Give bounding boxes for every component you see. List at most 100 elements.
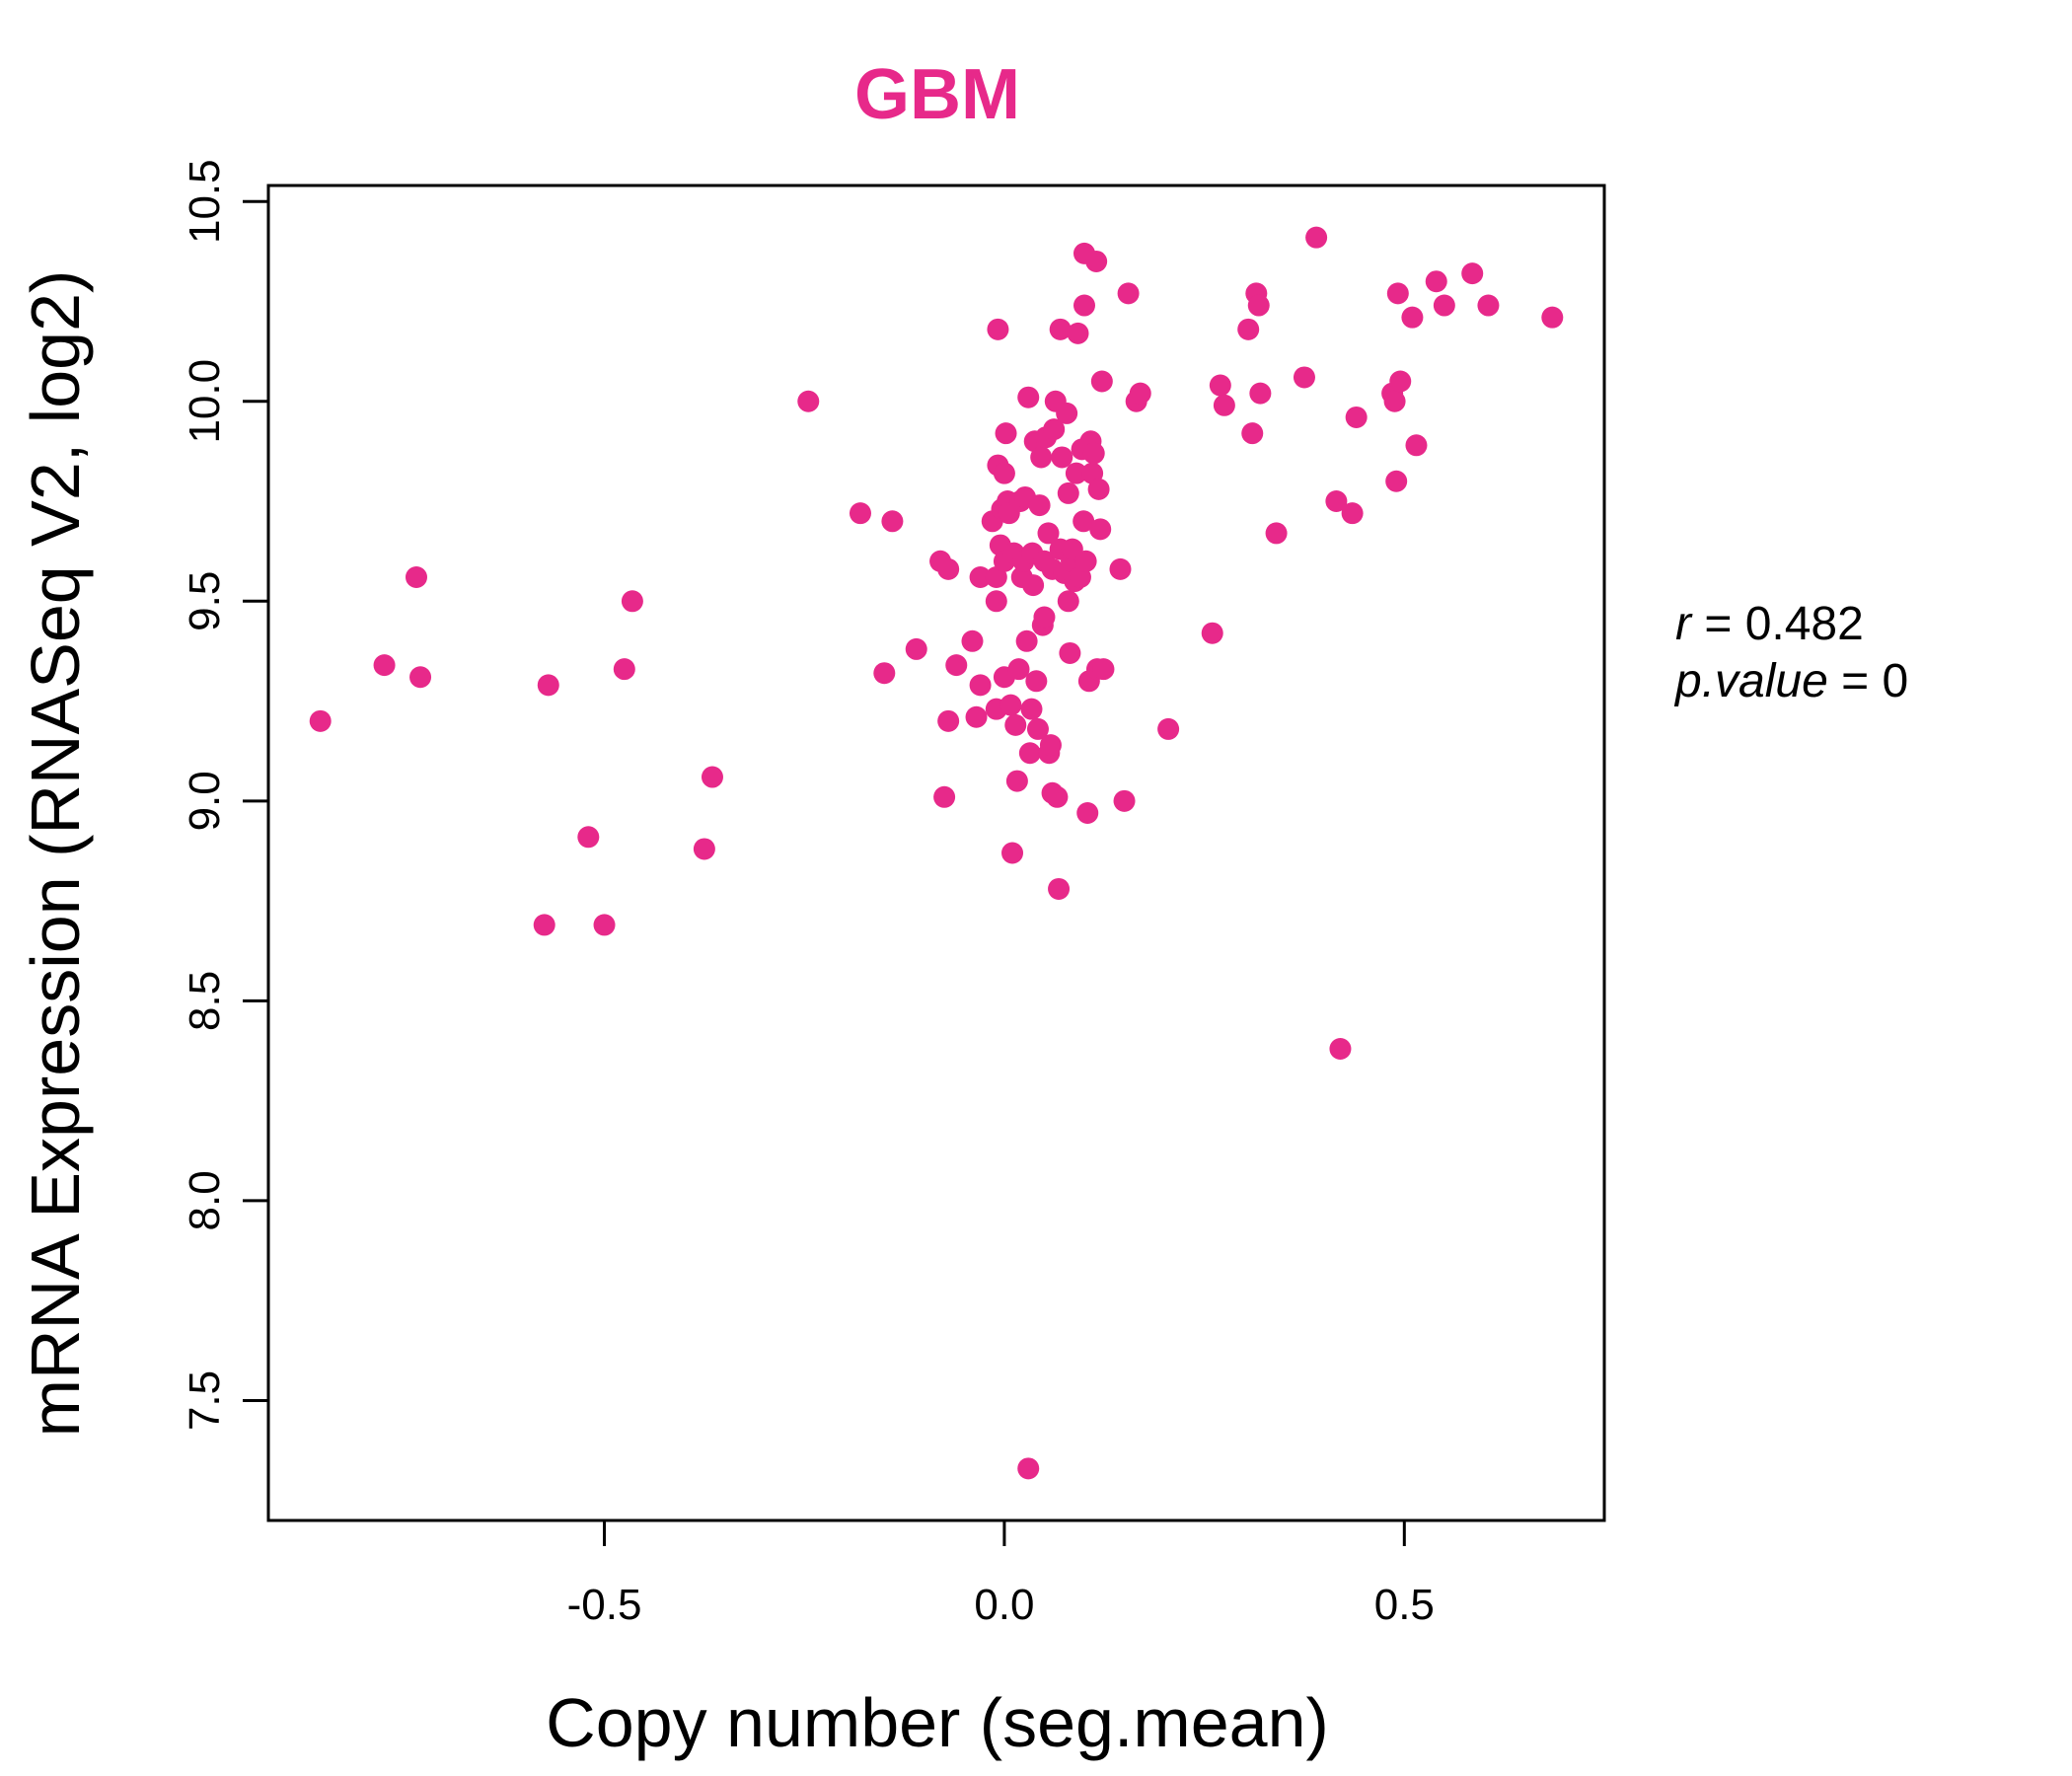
r-label: r (1675, 598, 1693, 650)
data-point (1059, 641, 1081, 664)
x-axis: -0.5 0.0 0.5 (567, 1518, 1435, 1629)
pvalue-annotation: p.value = 0 (1673, 655, 1908, 707)
data-point (1401, 306, 1424, 329)
data-point (985, 590, 1007, 613)
y-tick-label: 9.5 (181, 571, 229, 631)
data-point (1305, 226, 1328, 249)
chart-title: GBM (854, 55, 1020, 134)
data-point (1037, 522, 1060, 545)
data-point (1067, 322, 1089, 344)
data-point (1004, 713, 1027, 736)
data-point (1113, 789, 1136, 812)
data-point (1461, 262, 1484, 285)
data-point (1056, 402, 1078, 424)
data-point (1157, 717, 1180, 740)
data-point (1089, 518, 1112, 541)
x-axis-title: Copy number (seg.mean) (546, 1684, 1329, 1761)
data-point (1057, 590, 1079, 613)
data-point (1030, 446, 1053, 469)
data-point (999, 694, 1022, 716)
data-point (1020, 698, 1043, 720)
data-point (937, 709, 960, 732)
data-point (1477, 294, 1500, 317)
data-point (1329, 1037, 1352, 1060)
data-point (1249, 382, 1272, 405)
data-point (1090, 370, 1113, 393)
y-axis-title: mRNA Expression (RNASeq V2, log2) (17, 270, 94, 1438)
data-point (409, 666, 432, 689)
data-point (533, 914, 555, 936)
data-point (701, 766, 723, 788)
correlation-annotation: r = 0.482 (1675, 598, 1864, 650)
data-point (961, 629, 984, 652)
p-value: 0 (1882, 655, 1908, 707)
data-point (309, 709, 332, 732)
data-point (577, 826, 600, 849)
data-points (309, 226, 1564, 1480)
data-point (1065, 462, 1087, 484)
data-point (905, 637, 927, 660)
data-point (969, 565, 992, 588)
data-point (1049, 318, 1072, 340)
data-point (1341, 502, 1364, 525)
data-point (1017, 1457, 1040, 1480)
data-point (945, 654, 968, 677)
data-point (1325, 490, 1348, 513)
data-point (1425, 270, 1447, 293)
data-point (1025, 670, 1048, 693)
data-point (1201, 622, 1223, 644)
data-point (987, 318, 1009, 340)
data-point (1265, 522, 1288, 545)
data-point (1109, 557, 1132, 580)
data-point (1405, 434, 1428, 457)
x-tick-label: 0.5 (1374, 1581, 1435, 1629)
data-point (621, 590, 643, 613)
y-tick-label: 10.0 (181, 359, 229, 444)
data-point (1048, 877, 1071, 900)
data-point (1051, 446, 1073, 469)
data-point (1057, 481, 1079, 504)
data-point (995, 422, 1017, 445)
y-tick-label: 8.5 (181, 971, 229, 1031)
y-tick-label: 7.5 (181, 1370, 229, 1431)
data-point (373, 654, 396, 677)
data-point (933, 785, 956, 808)
data-point (1017, 386, 1040, 408)
data-point (537, 674, 559, 697)
data-point (1213, 394, 1235, 416)
x-tick-label: 0.0 (974, 1581, 1034, 1629)
data-point (1028, 494, 1051, 517)
data-point (1293, 366, 1315, 389)
data-point (1383, 390, 1406, 412)
data-point (1092, 658, 1115, 681)
data-point (1247, 294, 1270, 317)
data-point (1018, 742, 1041, 765)
data-point (1046, 785, 1069, 808)
data-point (1015, 629, 1038, 652)
data-point (1386, 282, 1409, 305)
r-equals: = (1691, 598, 1745, 650)
data-point (1005, 770, 1028, 792)
data-point (1039, 734, 1062, 757)
data-point (881, 510, 904, 533)
data-point (993, 462, 1015, 484)
data-point (873, 662, 896, 685)
y-tick-label: 8.0 (181, 1170, 229, 1230)
data-point (1087, 478, 1110, 500)
data-point (849, 502, 871, 525)
data-point (1345, 406, 1368, 428)
data-point (1209, 374, 1231, 397)
data-point (969, 674, 992, 697)
data-point (1385, 470, 1408, 492)
data-point (1085, 250, 1108, 272)
data-point (1026, 717, 1049, 740)
data-point (1001, 842, 1024, 864)
data-point (1117, 282, 1140, 305)
data-point (1073, 510, 1095, 533)
r-value: 0.482 (1745, 598, 1864, 650)
p-equals: = (1828, 655, 1883, 707)
data-point (1241, 422, 1264, 445)
data-point (1541, 306, 1564, 329)
data-point (1022, 574, 1045, 597)
